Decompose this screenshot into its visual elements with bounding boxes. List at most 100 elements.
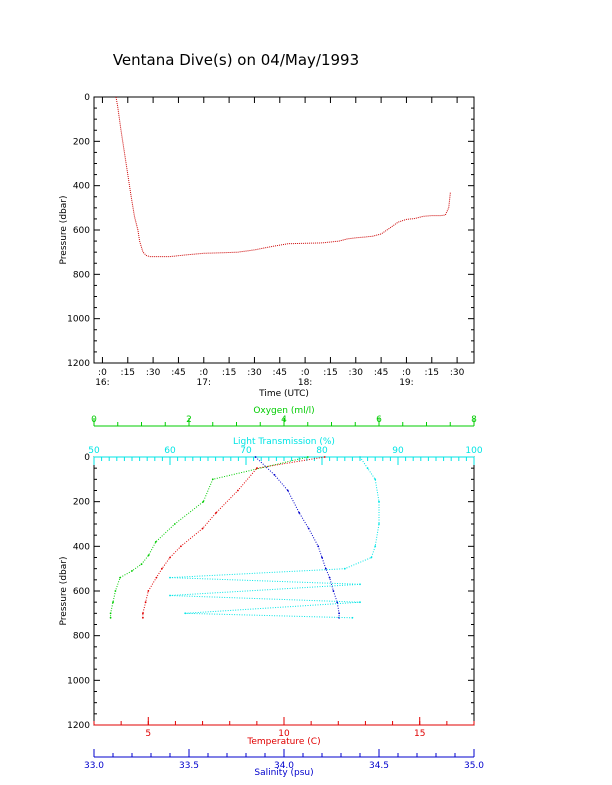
oxygen-tick-label: 8 [471,415,477,425]
salinity-profile-point [273,474,276,476]
temperature-profile-point [147,590,150,592]
salinity-axis: 33.0 33.5 34.0 34.5 35.0 [84,749,484,771]
salinity-axis-label: Salinity (psu) [254,768,313,778]
transmission-tick-label: 60 [164,446,176,456]
oxygen-profile-point [119,576,121,579]
transmission-profile-line [169,456,380,619]
salinity-profile-point [338,612,340,615]
temperature-axis-label: Temperature (C) [246,737,320,747]
salinity-profile-point [324,567,327,570]
bottom-y-tick-label: 200 [73,498,90,508]
top-y-tick-label: 1200 [67,359,90,369]
transmission-profile-point [378,523,380,525]
oxygen-tick-label: 2 [186,415,192,425]
oxygen-profile-point [112,601,114,604]
salinity-profile-point [328,576,331,579]
top-y-tick-label: 400 [73,182,90,192]
top-x-hour-label: 16: [95,378,109,388]
transmission-profile-point [359,456,361,458]
salinity-tick-label: 34.0 [274,761,294,771]
transmission-tick-label: 80 [316,446,328,456]
temperature-profile-point [180,545,182,548]
temperature-profile-point [323,456,326,458]
top-x-tick-label: :15 [323,368,337,378]
oxygen-profile-point [109,612,112,615]
bottom-y-tick-label: 0 [84,453,90,463]
transmission-profile-point [184,612,187,615]
oxygen-tick-label: 6 [376,415,382,425]
oxygen-profile-point [131,570,133,572]
bottom-y-axis-label: Pressure (dbar) [59,557,69,626]
temperature-profile-point [142,612,144,615]
salinity-profile-point [286,489,289,492]
bottom-y-ticks: 0 200 400 600 800 1000 1200 [67,453,474,731]
temperature-profile-point [155,576,158,579]
oxygen-profile-point [211,478,214,481]
oxygen-profile-point [306,456,309,458]
salinity-profile-point [254,456,257,458]
transmission-tick-label: 70 [240,446,252,456]
salinity-profile-point [332,590,335,592]
transmission-profile-point [359,601,361,604]
top-x-tick-label: :0 [301,368,310,378]
temperature-profile-point [215,511,218,514]
chart-title: Ventana Dive(s) on 04/May/1993 [113,51,359,69]
salinity-profile-point [317,545,320,548]
salinity-tick-label: 33.0 [84,761,104,771]
top-x-ticks: :016::15:30:45:017::15:30:45:018::15:30:… [95,97,465,388]
top-y-tick-label: 200 [73,137,90,147]
oxygen-profile-point [109,616,112,619]
top-x-tick-label: :15 [425,368,439,378]
bottom-y-tick-label: 1000 [67,676,90,686]
oxygen-tick-label: 0 [91,415,97,425]
top-x-tick-label: :0 [402,368,411,378]
bottom-y-tick-label: 600 [73,587,90,597]
transmission-profile-point [359,583,361,586]
top-x-tick-label: :45 [171,368,185,378]
top-x-tick-label: :30 [450,368,465,378]
oxygen-profile-point [147,554,150,557]
top-x-tick-label: :15 [121,368,135,378]
top-x-tick-label: :15 [222,368,236,378]
top-y-ticks: 0 200 400 600 800 1000 1200 [67,93,474,369]
oxygen-profile-point [140,563,143,566]
transmission-profile-point [374,478,377,481]
bottom-y-tick-label: 1200 [67,721,90,731]
transmission-profile-point [169,576,171,579]
transmission-profile-point [378,500,380,503]
salinity-tick-label: 35.0 [464,761,484,771]
top-x-hour-label: 18: [298,378,312,388]
salinity-profile-point [321,556,323,559]
transmission-tick-label: 90 [392,446,404,456]
top-x-tick-label: :30 [247,368,262,378]
temperature-tick-label: 15 [414,729,425,739]
depth-time-line [115,96,451,258]
bottom-series [109,456,380,619]
salinity-tick-label: 34.5 [369,761,389,771]
top-y-tick-label: 800 [73,270,90,280]
transmission-axis-label: Light Transmission (%) [233,437,335,447]
transmission-profile-point [374,545,377,548]
temperature-profile-point [201,527,204,530]
temperature-profile-point [237,489,239,492]
transmission-profile-point [169,594,171,597]
oxygen-profile-point [154,541,157,543]
oxygen-axis-label: Oxygen (ml/l) [253,406,314,416]
temperature-axis: 5 10 15 [93,717,475,739]
top-series [115,96,451,258]
top-x-tick-label: :0 [199,368,208,378]
top-x-hour-label: 17: [197,378,211,388]
transmission-axis: 50 60 70 80 90 100 [88,446,483,465]
bottom-y-tick-label: 400 [73,542,90,552]
top-x-tick-label: :45 [374,368,388,378]
oxygen-axis: 0 2 4 6 8 [91,415,477,427]
profile-chart: 0 200 400 600 800 1000 1200 0 2 4 6 8 50 60 70 80 90 10… [59,406,484,778]
salinity-profile-line [255,456,340,618]
temperature-profile-point [142,616,144,619]
top-y-axis-label: Pressure (dbar) [59,196,69,265]
top-x-tick-label: :30 [146,368,161,378]
transmission-profile-point [343,567,346,570]
transmission-profile-point [370,556,373,559]
